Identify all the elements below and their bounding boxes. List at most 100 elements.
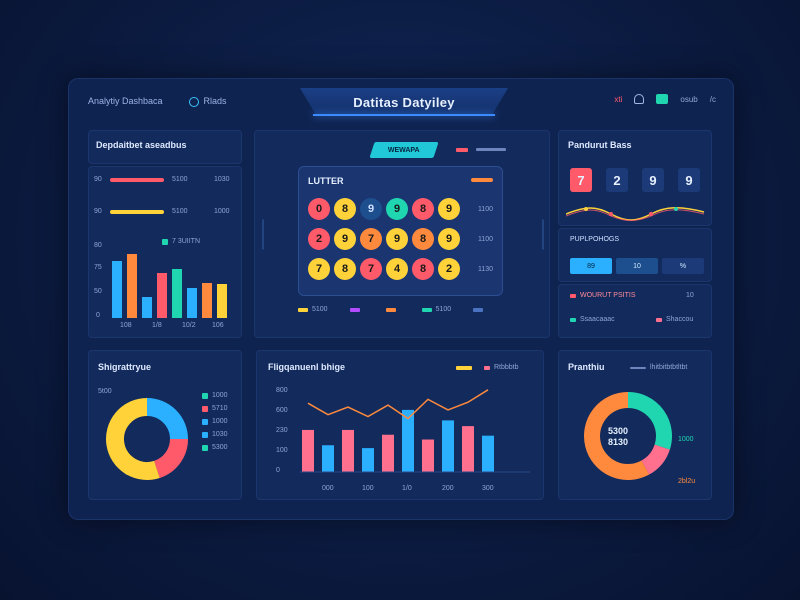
panel-counter: Pandurut Bass 7 2 9 9 <box>558 130 712 226</box>
panel-progress: 90 5100 1030 90 5100 1000 7 3UIITN 80 75… <box>88 166 242 338</box>
page-title: Datitas Datyiley <box>353 94 455 110</box>
lottery-legend-3 <box>385 306 400 313</box>
swatch-yellow <box>298 307 308 312</box>
user-label[interactable]: osub <box>680 94 698 104</box>
swatch-orange <box>385 307 396 312</box>
y-tick-label: 100 <box>276 447 288 454</box>
page-title-tab[interactable]: Datitas Datyiley <box>300 88 508 116</box>
lottery-ball[interactable]: 4 <box>386 258 408 280</box>
lottery-ball[interactable]: 9 <box>438 198 460 220</box>
swatch-purple <box>349 307 360 312</box>
lottery-ball[interactable]: 8 <box>334 258 356 280</box>
lottery-legend-line <box>476 148 506 151</box>
combo-bar-5 <box>402 409 414 472</box>
top-left-group: Analytiy Dashbaca Rlads <box>88 96 227 107</box>
lottery-ball[interactable]: 9 <box>360 198 382 220</box>
progress-bar-yellow <box>110 210 164 214</box>
lottery-ball[interactable]: 8 <box>412 228 434 250</box>
chip-2[interactable]: 10 <box>616 258 658 274</box>
ring-legend: lhitbitbtbtltbt <box>630 364 687 371</box>
lottery-legend-1-label: 5100 <box>312 306 328 313</box>
ring-legend-swatch <box>630 366 646 369</box>
bar-6 <box>202 282 212 318</box>
bar-2 <box>142 296 152 318</box>
lottery-ball[interactable]: 7 <box>308 258 330 280</box>
y-tick-label: 230 <box>276 427 288 434</box>
combo-bar-9 <box>482 435 494 472</box>
donut-legend-item: 5710 <box>202 405 228 412</box>
lottery-ball[interactable]: 9 <box>334 228 356 250</box>
panel-combo: Fligqanuenl bhige Rtbbbtb 800 600 230 100 0 0… <box>256 350 544 500</box>
bar-1 <box>127 253 137 318</box>
chip-1[interactable]: 89 <box>570 258 612 274</box>
lottery-tag[interactable]: WEWAPA <box>369 142 439 158</box>
panel-counter-legend: WOURUT PSITIS 10 Ssaacaaac Shaccou <box>558 284 712 338</box>
alert-count[interactable]: xti <box>614 94 623 104</box>
wave-sparkline <box>566 207 705 221</box>
chips-title: PUPLPOHOGS <box>570 236 620 243</box>
combo-line <box>307 389 489 420</box>
panel-ring: Pranthiu lhitbitbtbtltbt 5300 8130 1000 … <box>558 350 712 500</box>
pie-slice-0 <box>627 392 672 450</box>
pie-slice-1 <box>153 438 188 478</box>
bar-legend-label: 7 3UIITN <box>172 238 201 245</box>
y-tick-0: 80 <box>94 242 102 249</box>
lottery-ball[interactable]: 0 <box>308 198 330 220</box>
title-underline <box>313 114 495 116</box>
chip-3[interactable]: % <box>662 258 704 274</box>
donut-legend-item: 1030 <box>202 431 228 438</box>
row-1-label: 1100 <box>477 206 493 213</box>
combo-bar-4 <box>382 434 394 472</box>
swatch-pink <box>656 317 662 322</box>
ring-center: 5300 8130 <box>608 426 628 448</box>
ring-annotation-1: 1000 <box>678 436 694 443</box>
progress-row-2-v2: 1000 <box>214 208 230 215</box>
counter-legend-row-2: Ssaacaaac <box>570 316 615 323</box>
bell-icon[interactable] <box>634 94 645 104</box>
digit-3: 9 <box>678 168 700 192</box>
x-tick-label: 1/0 <box>402 485 412 492</box>
combo-bar-0 <box>302 429 314 472</box>
settings-label[interactable]: /c <box>709 94 716 104</box>
row-3-label: 1130 <box>477 266 493 273</box>
monitor-icon[interactable] <box>656 94 669 104</box>
panel-progress-title: Depdaitbet aseadbus <box>96 140 187 150</box>
bar-legend: 7 3UIITN <box>162 238 200 245</box>
pie-slice-0 <box>146 398 188 440</box>
counter-title: Pandurut Bass <box>568 140 632 150</box>
lottery-ball[interactable]: 9 <box>438 228 460 250</box>
lottery-ball[interactable]: 9 <box>386 198 408 220</box>
combo-bar-8 <box>462 426 474 472</box>
lottery-ball[interactable]: 8 <box>412 198 434 220</box>
ring-title: Pranthiu <box>568 362 605 372</box>
lottery-ball[interactable]: 2 <box>308 228 330 250</box>
swatch-teal <box>421 307 432 312</box>
combo-bar-3 <box>362 448 374 472</box>
x-tick-label: 300 <box>482 485 494 492</box>
ring-chart <box>584 392 672 480</box>
pie-slice-2 <box>106 398 160 480</box>
lottery-ball[interactable]: 7 <box>360 228 382 250</box>
lottery-ball[interactable]: 9 <box>386 228 408 250</box>
counter-legend-row-1: WOURUT PSITIS <box>570 292 635 299</box>
bar-5 <box>187 287 197 318</box>
bar-chart-1 <box>108 240 234 318</box>
lottery-board-indicator <box>471 178 493 182</box>
lottery-board-title: LUTTER <box>308 176 344 186</box>
donut-legend: 1000 5710 1000 1030 5300 <box>202 392 228 457</box>
top-right-group: xti osub /c <box>614 94 716 104</box>
lottery-ball[interactable]: 8 <box>412 258 434 280</box>
ring-legend-label: lhitbitbtbtltbt <box>650 364 688 371</box>
refresh-icon <box>188 96 199 107</box>
lottery-ball[interactable]: 8 <box>334 198 356 220</box>
panel-progress-header: Depdaitbet aseadbus <box>88 130 242 164</box>
progress-bar-red <box>110 178 164 182</box>
progress-row-1-v2: 1030 <box>214 176 230 183</box>
lottery-ball[interactable]: 2 <box>438 258 460 280</box>
counter-legend-3-label: Shaccou <box>666 316 694 323</box>
lottery-ball[interactable]: 7 <box>360 258 382 280</box>
reload-link[interactable]: Rlads <box>188 96 227 107</box>
combo-title: Fligqanuenl bhige <box>268 362 345 372</box>
ring-annotation-2: 2bl2u <box>678 478 696 485</box>
